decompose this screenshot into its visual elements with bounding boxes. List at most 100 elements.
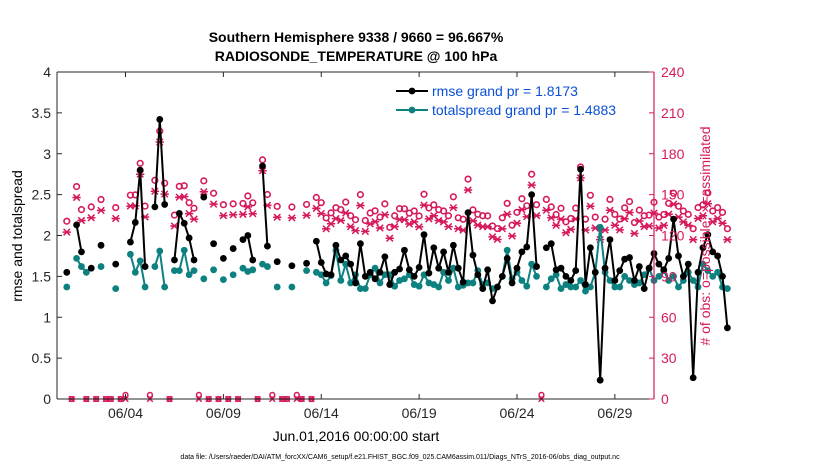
rmse-point [410, 272, 418, 280]
obs-possible-marker [523, 202, 531, 210]
rmse-point [606, 236, 614, 243]
rmse-point [366, 268, 374, 276]
totalspread-point [523, 282, 531, 290]
rmse-point [454, 264, 462, 272]
rmse-point [626, 254, 633, 261]
obs-possible-marker [219, 201, 227, 209]
totalspread-point [288, 283, 296, 291]
totalspread-point [675, 283, 682, 291]
obs-assimilated-marker [615, 226, 624, 234]
obs-possible-marker [420, 190, 428, 198]
rmse-point [229, 245, 237, 252]
obs-assimilated-marker [77, 216, 86, 225]
obs-assimilated-marker [507, 232, 517, 240]
obs-possible-marker [669, 189, 678, 197]
obs-possible-marker [337, 206, 345, 214]
rmse-point [684, 260, 692, 268]
obs-possible-marker [249, 199, 257, 207]
obs-assimilated-marker [390, 222, 399, 231]
obs-assimilated-marker [361, 227, 370, 236]
totalspread-point [557, 285, 565, 293]
totalspread-point [582, 287, 589, 295]
obs-possible-marker [532, 201, 541, 209]
rmse-point [371, 275, 379, 283]
obs-possible-marker [714, 203, 722, 212]
rmse-point [249, 256, 257, 264]
rmse-point [547, 240, 555, 248]
obs-possible-marker [356, 191, 364, 199]
obs-assimilated-marker [703, 200, 712, 208]
obs-possible-marker [484, 212, 492, 220]
obs-assimilated-marker [96, 206, 106, 215]
obs-possible-marker [77, 206, 86, 214]
obs-assimilated-marker [180, 192, 189, 201]
obs-assimilated-marker [561, 229, 571, 237]
obs-assimilated-marker [723, 235, 732, 244]
totalspread-point [577, 277, 584, 284]
obs-possible-marker [718, 208, 727, 216]
totalspread-point [180, 246, 188, 254]
obs-possible-marker [190, 204, 198, 212]
obs-possible-marker [611, 210, 619, 218]
rmse-point [361, 272, 369, 280]
rmse-point [562, 272, 570, 280]
obs-possible-marker [547, 203, 555, 211]
rmse-point [670, 215, 677, 223]
totalspread-point [342, 260, 350, 268]
obs-possible-marker [239, 199, 247, 208]
obs-possible-marker [709, 207, 717, 215]
totalspread-point [171, 267, 178, 275]
rmse-point [508, 279, 516, 287]
obs-assimilated-marker [111, 214, 120, 223]
rmse-point [97, 241, 105, 249]
obs-possible-marker [371, 207, 379, 215]
obs-possible-marker [342, 198, 350, 206]
obs-possible-marker [273, 202, 281, 210]
totalspread-point [596, 223, 604, 231]
totalspread-point [469, 279, 477, 287]
rmse-point [381, 253, 389, 261]
totalspread-point [112, 285, 120, 293]
obs-possible-marker [269, 391, 276, 399]
rmse-point [449, 241, 457, 249]
totalspread-point [626, 277, 633, 284]
totalspread-point [376, 279, 384, 287]
obs-possible-marker [498, 214, 506, 222]
x-tick-label: 06/29 [597, 405, 632, 421]
obs-assimilated-marker [370, 218, 380, 226]
obs-assimilated-marker [644, 222, 654, 230]
rmse-point [405, 266, 413, 274]
rmse-point [479, 285, 487, 293]
obs-possible-marker [195, 391, 203, 399]
rmse-point [611, 277, 619, 284]
totalspread-point [136, 257, 144, 265]
obs-assimilated-marker [498, 224, 507, 233]
obs-assimilated-marker [87, 214, 96, 222]
obs-assimilated-marker [219, 211, 228, 220]
obs-possible-marker [679, 207, 687, 215]
rmse-point [317, 259, 325, 266]
rmse-point [151, 203, 159, 211]
legend-spread-marker [408, 106, 416, 114]
obs-assimilated-marker [512, 219, 522, 227]
rmse-point [596, 376, 604, 384]
rmse-point [347, 260, 355, 268]
obs-possible-marker [97, 195, 105, 204]
totalspread-point [665, 277, 673, 284]
rmse-point [273, 258, 281, 266]
obs-assimilated-marker [209, 200, 218, 208]
rmse-point [577, 165, 584, 173]
obs-assimilated-marker [385, 234, 394, 242]
totalspread-point [371, 264, 379, 272]
legend-rmse-marker [408, 87, 416, 95]
rmse-point [156, 116, 164, 123]
obs-possible-marker [161, 179, 169, 187]
obs-possible-marker [439, 207, 448, 215]
totalspread-point [518, 277, 526, 284]
obs-possible-marker [503, 199, 511, 207]
totalspread-point [361, 285, 369, 293]
y-right-tick-label: 60 [661, 309, 677, 325]
totalspread-point [219, 276, 227, 284]
totalspread-point [239, 264, 247, 272]
